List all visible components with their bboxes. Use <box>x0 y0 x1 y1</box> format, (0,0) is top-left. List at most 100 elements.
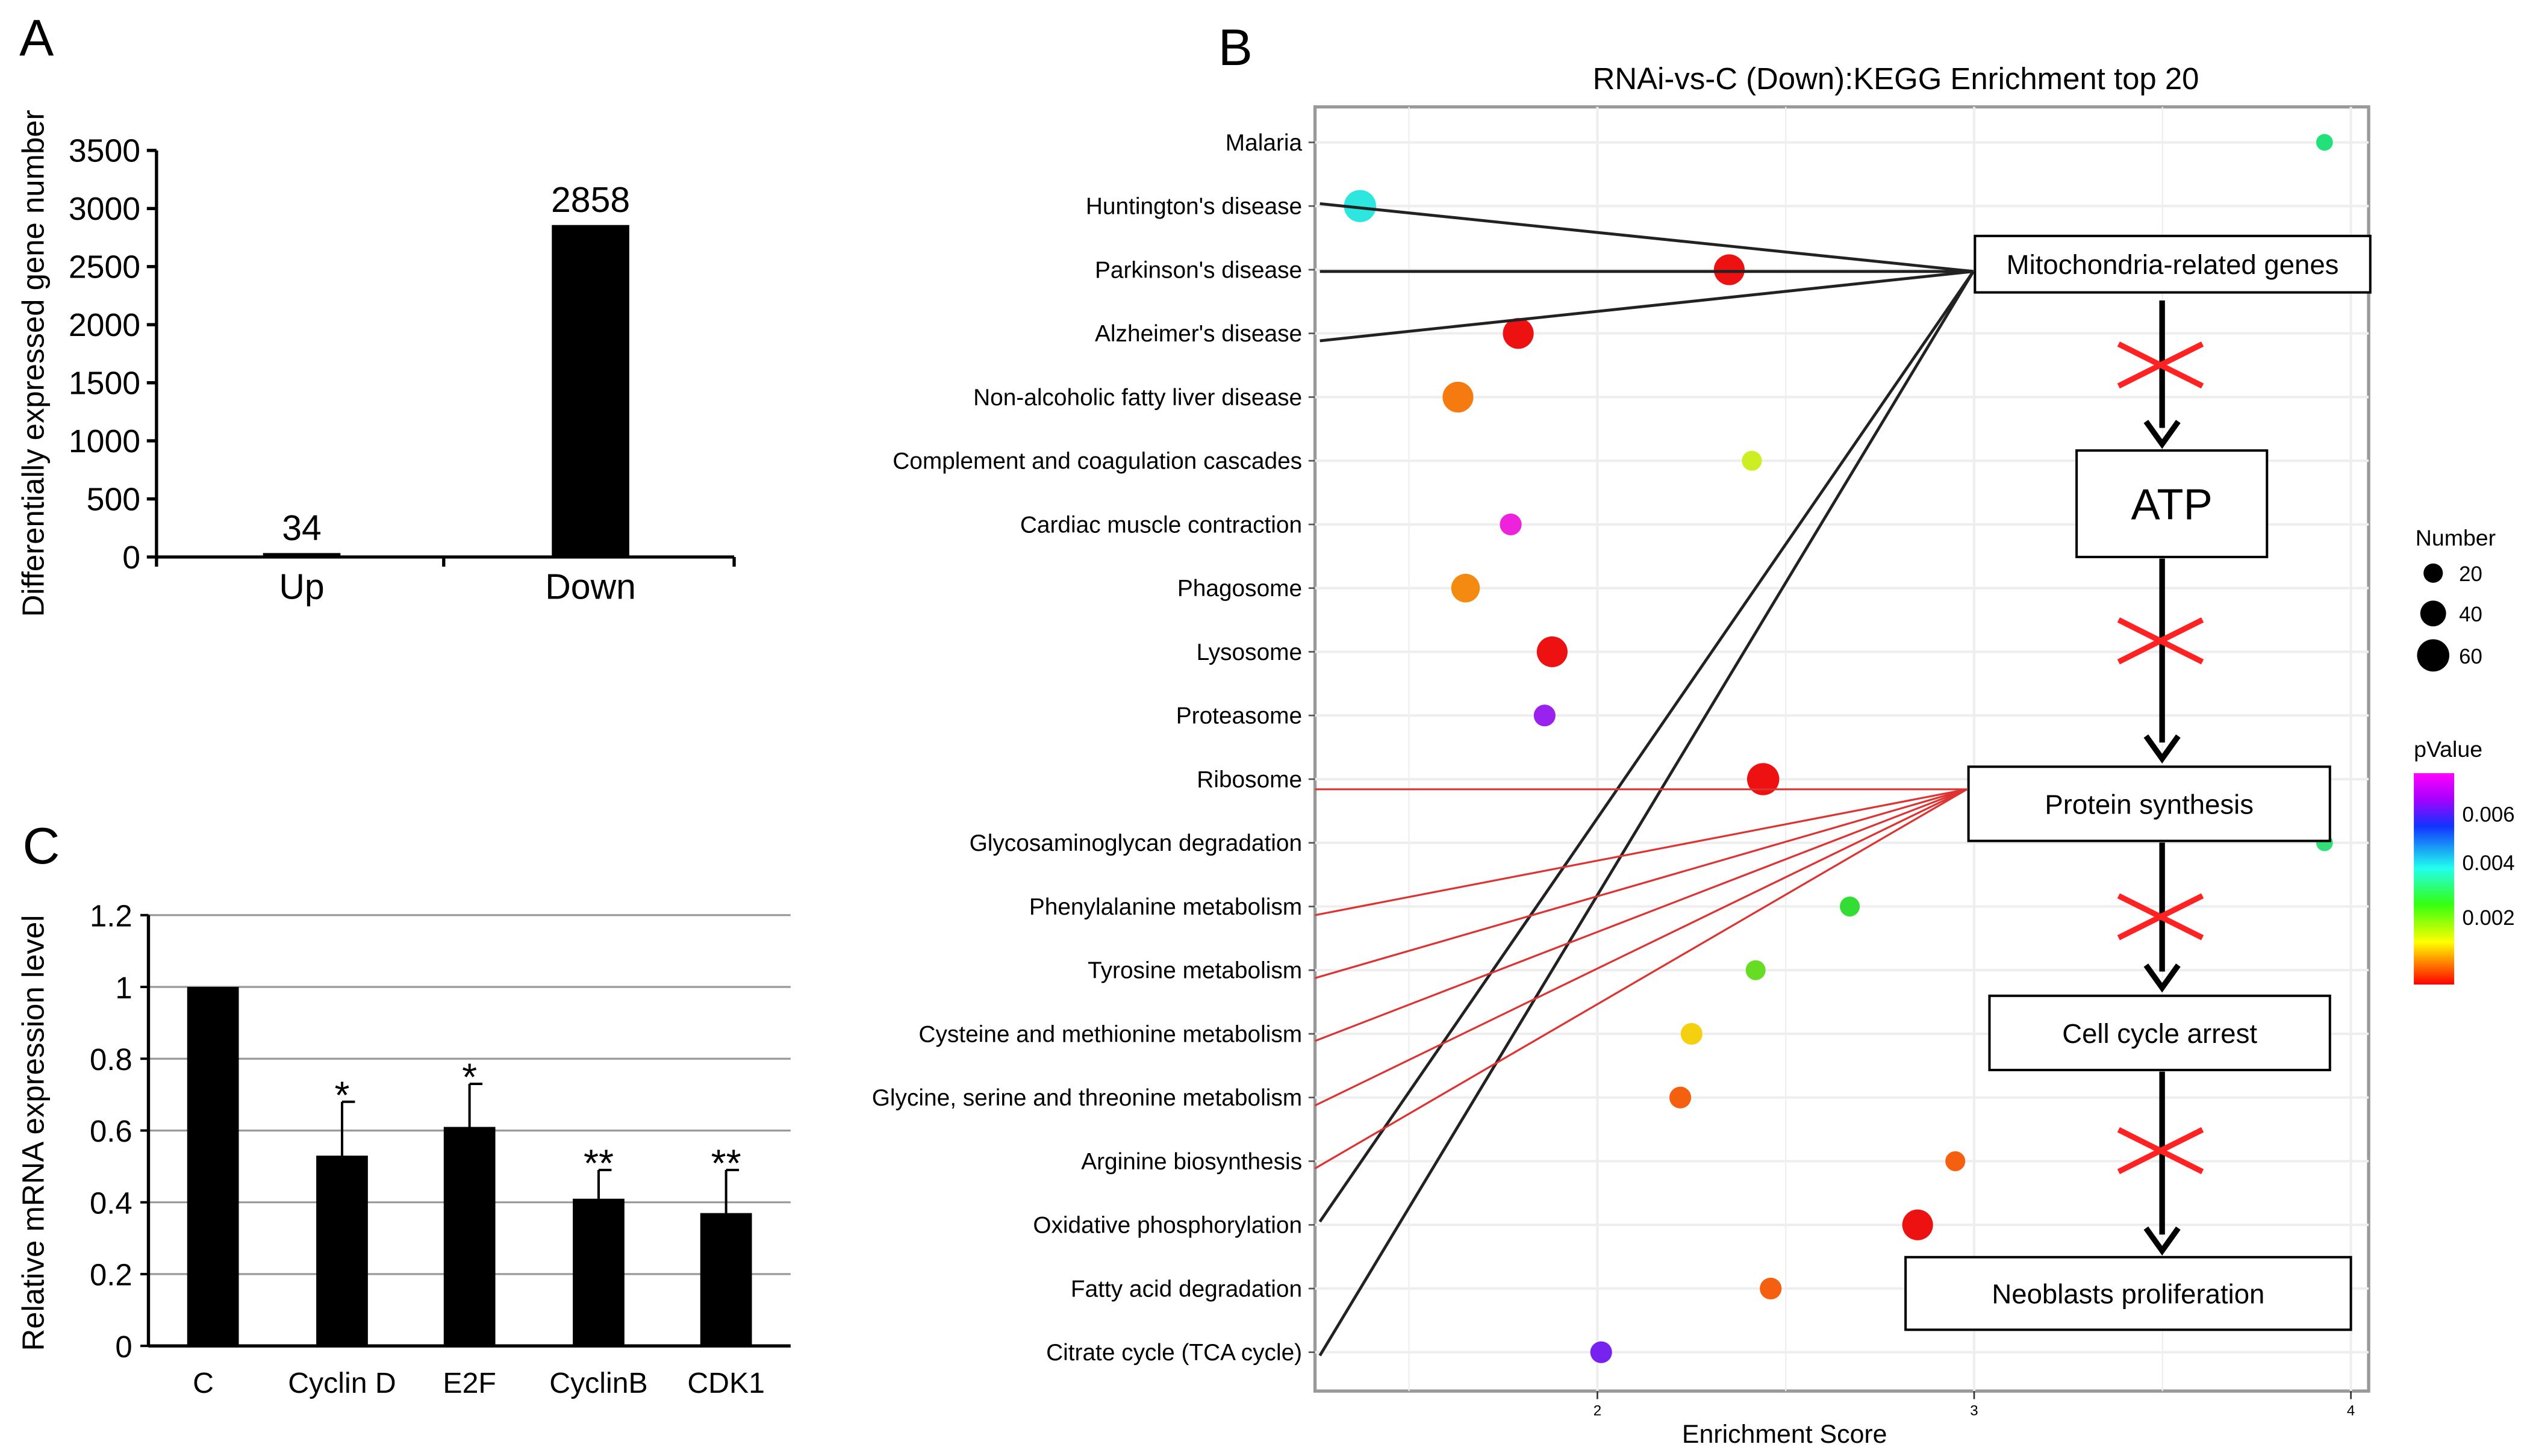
connector-line-protein <box>1314 788 1968 1042</box>
connector-line-protein <box>1314 788 1968 1169</box>
annotation-text-cellcycle: Cell cycle arrest <box>2062 1018 2257 1049</box>
red-x-icon <box>2117 617 2204 665</box>
pathway-label: Cysteine and methionine metabolism <box>918 1021 1302 1047</box>
legend-size-dot <box>2417 639 2450 672</box>
bar <box>700 1213 752 1346</box>
data-point <box>1713 254 1745 285</box>
panel-b-xlabel: Enrichment Score <box>1682 1420 1887 1449</box>
annotation-text-atp: ATP <box>2131 481 2213 529</box>
data-point <box>1442 381 1474 413</box>
x-tick-label: E2F <box>443 1367 496 1399</box>
significance-marker: ** <box>584 1142 614 1185</box>
y-tick-label: 0.8 <box>90 1042 132 1077</box>
pathway-label: Complement and coagulation cascades <box>893 449 1302 474</box>
y-tick-label: 1000 <box>69 423 140 459</box>
pathway-label: Glycosaminoglycan degradation <box>970 830 1303 856</box>
x-tick-label: Cyclin D <box>288 1367 396 1399</box>
data-point <box>1902 1209 1933 1240</box>
data-point <box>1745 960 1766 980</box>
y-tick-label: 0.6 <box>90 1114 132 1148</box>
panel-letter-b: B <box>1218 19 1253 76</box>
significance-marker: * <box>462 1056 477 1099</box>
x-tick-label: 3 <box>1970 1402 1978 1419</box>
y-tick-label: 2000 <box>69 307 140 343</box>
data-point <box>1500 513 1522 536</box>
panel-letter-a: A <box>19 9 54 67</box>
arrow-head-icon <box>2143 963 2181 993</box>
pathway-label: Non-alcoholic fatty liver disease <box>973 385 1302 411</box>
data-point <box>1344 190 1377 222</box>
data-point <box>1533 705 1556 727</box>
legend-color-label: 0.004 <box>2462 851 2514 875</box>
connector-line-protein <box>1314 788 1968 1107</box>
pathway-label: Malaria <box>1226 130 1303 156</box>
bar <box>552 225 629 558</box>
connector-line-protein <box>1315 788 1968 916</box>
legend-size-title: Number <box>2416 525 2496 550</box>
bar <box>573 1198 625 1346</box>
x-tick-label: Down <box>545 568 636 607</box>
pathway-label: Tyrosine metabolism <box>1088 958 1302 984</box>
x-tick-label: Up <box>279 568 324 607</box>
data-point <box>1840 896 1860 916</box>
legend-color-label: 0.002 <box>2462 906 2514 930</box>
pathway-label: Lysosome <box>1197 639 1303 665</box>
arrow-head-icon <box>2143 1226 2181 1256</box>
pvalue-colorbar <box>2414 773 2455 985</box>
significance-marker: ** <box>711 1142 741 1185</box>
legend-size-label: 20 <box>2459 562 2482 586</box>
bar <box>443 1127 496 1346</box>
legend-color-title: pValue <box>2414 736 2482 762</box>
annotation-box-atp <box>2075 449 2269 559</box>
data-point <box>1680 1022 1703 1045</box>
y-tick-label: 3500 <box>69 133 140 169</box>
pathway-label: Parkinson's disease <box>1095 257 1302 283</box>
y-tick-label: 1 <box>115 971 132 1005</box>
connector-line-protein <box>1315 788 1968 979</box>
legend-color-label: 0.006 <box>2462 803 2514 826</box>
pathway-label: Arginine biosynthesis <box>1081 1149 1302 1175</box>
annotation-text-protein: Protein synthesis <box>2045 789 2254 820</box>
connector-line-mito <box>1318 270 1975 1357</box>
connector-line-mito <box>1320 202 1974 273</box>
x-tick-label: 4 <box>2347 1402 2355 1419</box>
x-tick-label: CDK1 <box>687 1367 765 1399</box>
annotation-box-protein <box>1967 765 2331 842</box>
arrow-head-icon <box>2143 420 2181 449</box>
bar-data-label: 34 <box>282 509 322 548</box>
data-point <box>1746 763 1780 795</box>
significance-marker: * <box>334 1073 349 1116</box>
annotation-box-mito <box>1974 234 2372 294</box>
data-point <box>1590 1341 1612 1363</box>
panel-a-chart: Differentially expressed gene number 0 50… <box>16 110 736 617</box>
data-point <box>1536 636 1568 668</box>
pathway-label: Citrate cycle (TCA cycle) <box>1046 1340 1302 1366</box>
y-tick-label: 2500 <box>69 249 140 285</box>
y-tick-label: 1.2 <box>90 899 132 933</box>
y-tick-label: 0.2 <box>90 1258 132 1292</box>
panel-b-chart: RNAi-vs-C (Down):KEGG Enrichment top 20 … <box>872 61 2515 1449</box>
annotation-text-neoblasts: Neoblasts proliferation <box>1992 1278 2264 1309</box>
panel-c-ylabel: Relative mRNA expression level <box>16 915 50 1351</box>
connector-line-mito <box>1318 270 1975 1223</box>
connector-line-mito <box>1320 270 1974 343</box>
legend-size-dot <box>2423 563 2443 583</box>
pathway-label: Huntington's disease <box>1086 194 1302 220</box>
x-tick-label: C <box>193 1367 214 1399</box>
panel-a-ylabel: Differentially expressed gene number <box>16 110 50 617</box>
legend-size-dot <box>2420 600 2446 627</box>
y-tick-label: 0 <box>122 540 140 576</box>
pathway-label: Phagosome <box>1177 576 1302 602</box>
pathway-label: Glycine, serine and threonine metabolism <box>872 1085 1302 1111</box>
data-point <box>1760 1277 1782 1299</box>
data-point <box>1451 573 1480 603</box>
data-point <box>2316 134 2333 151</box>
red-x-icon <box>2117 1127 2204 1174</box>
legend-size-label: 60 <box>2459 645 2482 668</box>
panel-b-title: RNAi-vs-C (Down):KEGG Enrichment top 20 <box>1593 61 2199 96</box>
y-tick-label: 1500 <box>69 365 140 401</box>
y-tick-label: 3000 <box>69 191 140 227</box>
pathway-label: Oxidative phosphorylation <box>1033 1213 1302 1239</box>
data-point <box>1945 1151 1966 1171</box>
